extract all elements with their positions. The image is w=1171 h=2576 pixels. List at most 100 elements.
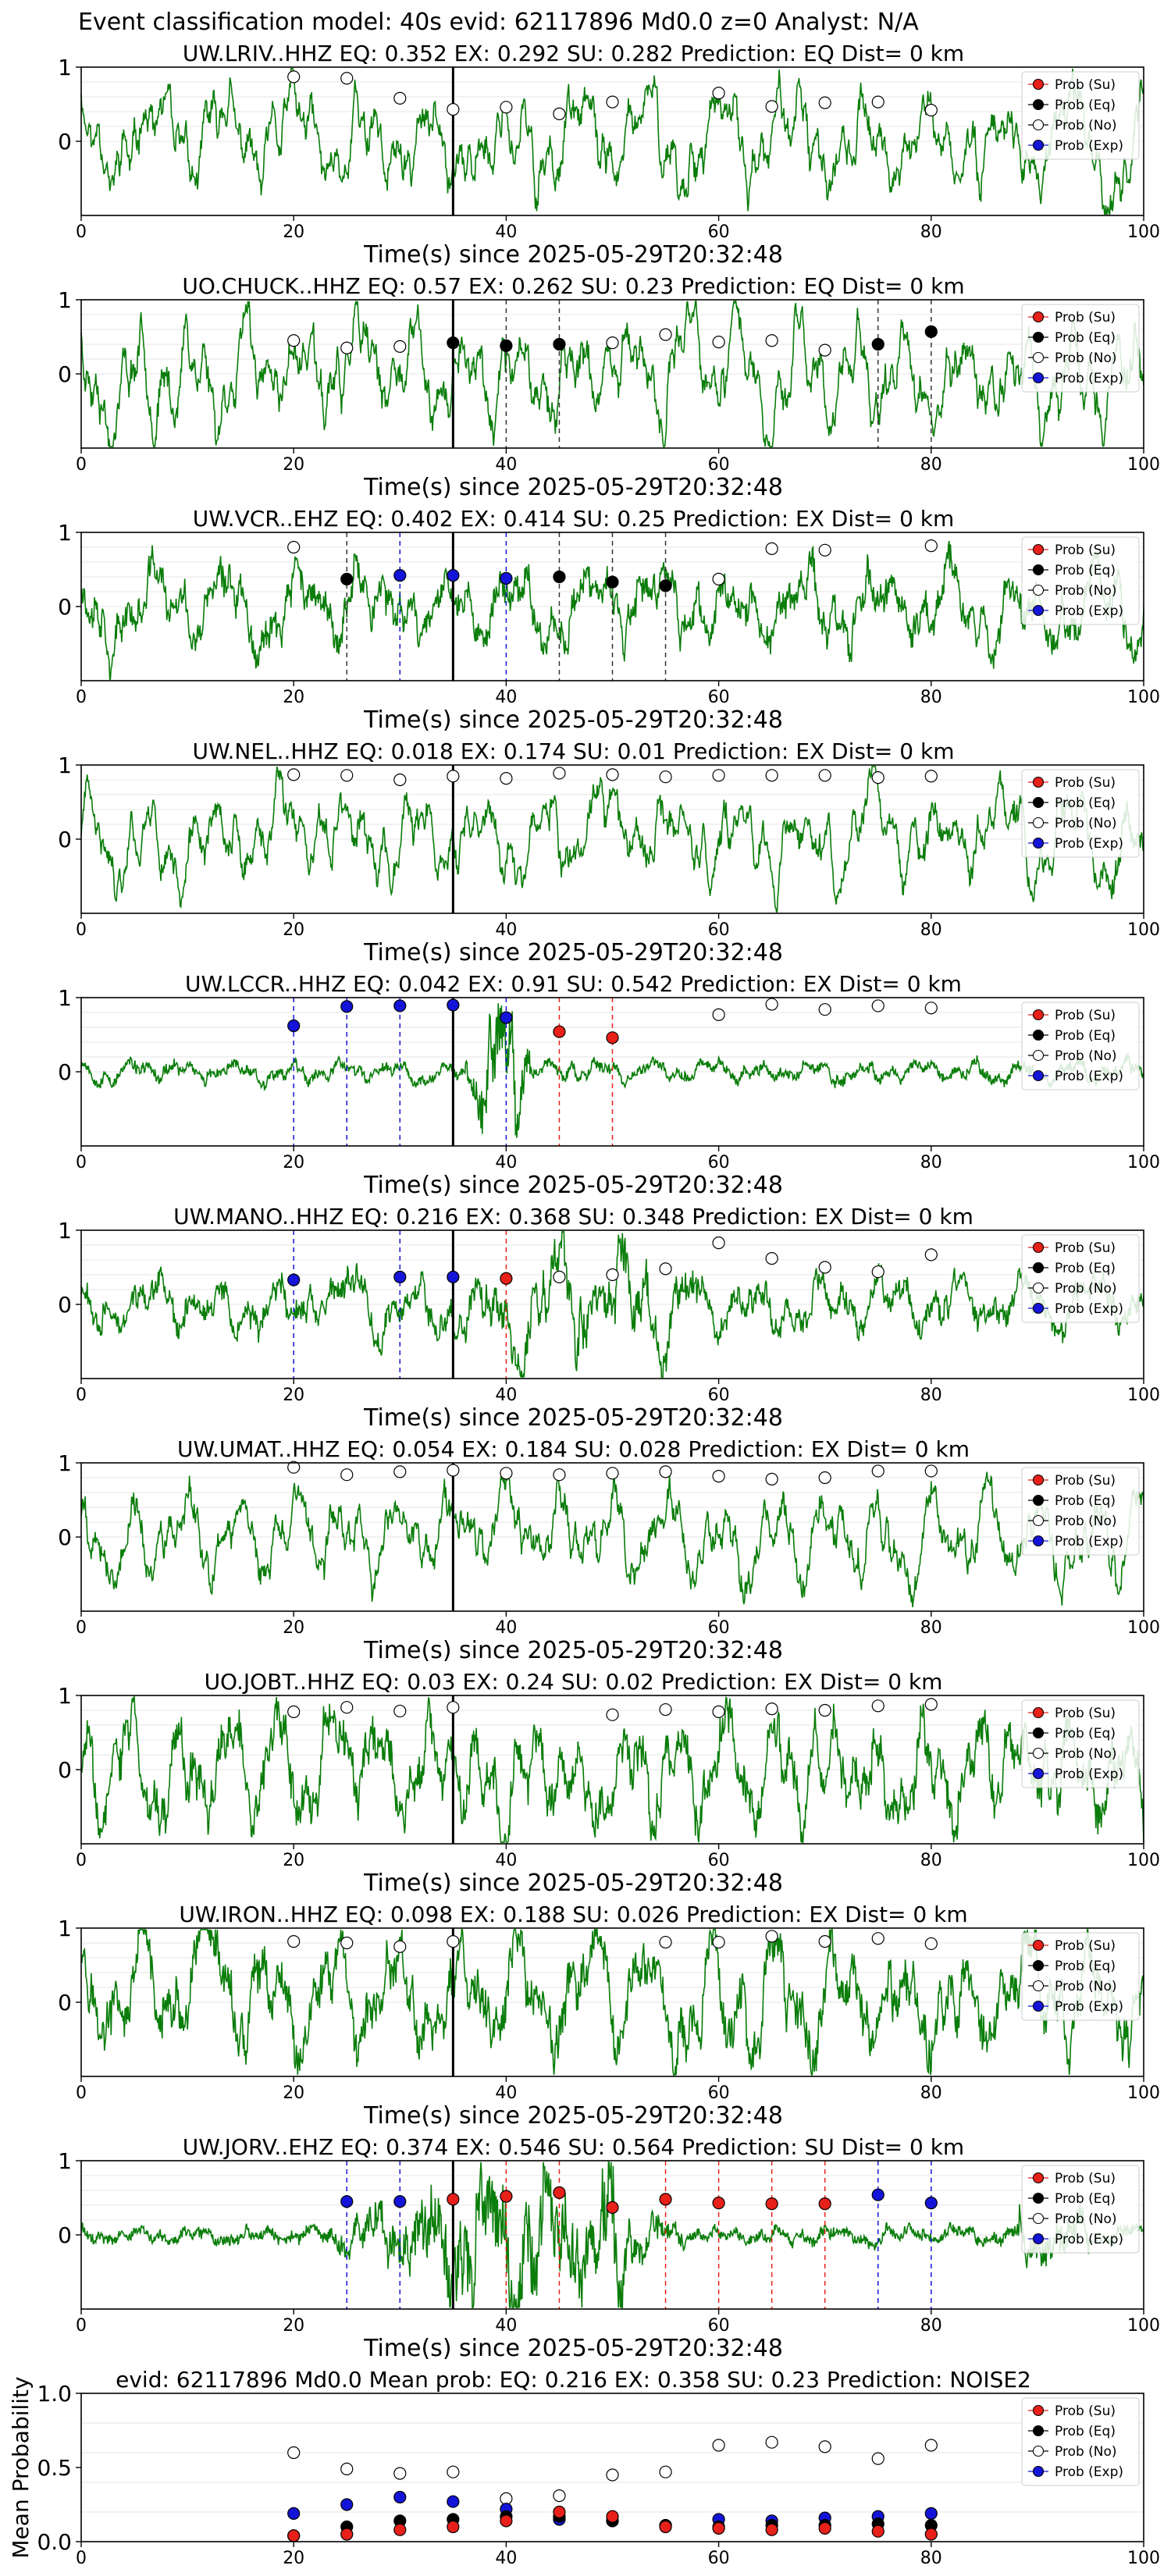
prob-marker [818,1003,831,1016]
x-tick-label: 40 [495,1153,517,1172]
legend-box [1021,2397,1140,2486]
prob-marker [712,2439,725,2452]
prob-marker [765,334,778,347]
y-tick-label: 1 [58,2148,72,2174]
legend-label: Prob (Eq) [1055,98,1116,113]
prob-marker [393,1270,407,1283]
prob-marker [606,2468,619,2482]
legend-marker [1032,98,1045,111]
panel-2: UO.CHUCK..HHZ EQ: 0.57 EX: 0.262 SU: 0.2… [58,273,1160,501]
prob-marker [340,1000,354,1013]
prob-marker [553,570,566,584]
x-tick-label: 60 [708,455,730,475]
prob-marker [393,2523,407,2536]
x-tick-label: 20 [283,2549,304,2568]
prob-marker [765,769,778,782]
legend: Prob (Su) Prob (Eq) Prob (No) Prob (Exp) [1021,2165,1140,2254]
x-tick-label: 0 [76,1851,87,1870]
prob-marker [393,2490,407,2504]
prob-marker [447,568,460,582]
prob-marker [340,1468,354,1482]
prob-marker [765,998,778,1011]
legend: Prob (Su) Prob (Eq) Prob (No) Prob (Exp) [1021,1002,1140,1091]
prob-marker [871,1464,884,1478]
legend-label: Prob (Eq) [1055,1959,1116,1974]
prob-marker [712,1008,725,1021]
prob-marker [447,1270,460,1283]
panel-4: UW.NEL..HHZ EQ: 0.018 EX: 0.174 SU: 0.01… [58,738,1160,966]
legend-marker [1032,119,1045,131]
prob-marker [659,2465,672,2478]
prob-marker [606,1467,619,1480]
x-tick-label: 80 [920,2316,942,2336]
legend-marker [1032,1302,1045,1315]
prob-marker [287,768,301,781]
prob-marker [340,2528,354,2541]
prob-marker [924,2528,938,2541]
legend-marker [1032,1049,1045,1062]
x-tick-label: 0 [76,222,87,242]
legend-label: Prob (Su) [1055,77,1116,93]
prob-marker [871,771,884,785]
waveform-trace [80,1928,1144,2076]
x-tick-label: 40 [495,1386,517,1405]
prob-marker [712,336,725,349]
legend-marker [1032,1009,1045,1021]
legend-marker [1032,543,1045,556]
x-tick-label: 40 [495,1618,517,1638]
prob-marker [340,1701,354,1714]
y-tick-label: 0 [58,1059,72,1085]
prob-marker [287,2507,301,2520]
prob-marker [871,95,884,109]
legend-label: Prob (Su) [1055,775,1116,791]
prob-marker [287,540,301,554]
x-tick-label: 0 [76,455,87,475]
prob-marker [606,336,619,350]
prob-marker [340,2498,354,2511]
prob-marker [659,1262,672,1276]
panel-title: UW.LCCR..HHZ EQ: 0.042 EX: 0.91 SU: 0.54… [185,971,962,997]
prob-marker [765,1703,778,1716]
legend-label: Prob (Eq) [1055,1261,1116,1276]
waveform-trace [80,766,1144,913]
legend-box [1021,1234,1140,1323]
prob-marker [765,1472,778,1486]
x-tick-label: 40 [495,455,517,475]
legend-label: Prob (Eq) [1055,330,1116,346]
prob-marker [340,341,354,354]
y-tick-label: 0 [58,594,72,620]
legend-marker [1032,564,1045,576]
prob-marker [500,1272,513,1285]
panel-3: UW.VCR..EHZ EQ: 0.402 EX: 0.414 SU: 0.25… [58,506,1160,734]
prob-marker [659,328,672,341]
legend-label: Prob (No) [1055,350,1117,366]
legend-marker [1032,139,1045,151]
prob-marker [871,2524,884,2538]
prob-marker [393,1940,407,1953]
prob-marker [924,539,938,553]
legend: Prob (Su) Prob (Eq) Prob (No) Prob (Exp) [1021,1932,1140,2021]
prob-marker [659,579,672,592]
legend-box [1021,1002,1140,1091]
legend-label: Prob (Su) [1055,2403,1116,2419]
prob-marker [871,337,884,351]
prob-marker [924,2439,938,2452]
prob-marker [818,2521,831,2535]
prob-marker [500,1467,513,1480]
prob-marker [712,572,725,585]
prob-marker [871,1932,884,1945]
panel-title: UO.CHUCK..HHZ EQ: 0.57 EX: 0.262 SU: 0.2… [182,273,964,299]
prob-marker [606,575,619,589]
legend-label: Prob (Exp) [1055,371,1123,386]
y-tick-label: 1 [58,985,72,1011]
x-tick-label: 60 [708,920,730,940]
x-tick-label: 60 [708,688,730,707]
legend-marker [1032,1514,1045,1527]
y-tick-label: 1 [58,520,72,546]
prob-marker [500,571,513,585]
prob-marker [287,1705,301,1718]
prob-marker [818,1935,831,1948]
legend-label: Prob (Su) [1055,1938,1116,1954]
x-tick-label: 100 [1127,1386,1160,1405]
